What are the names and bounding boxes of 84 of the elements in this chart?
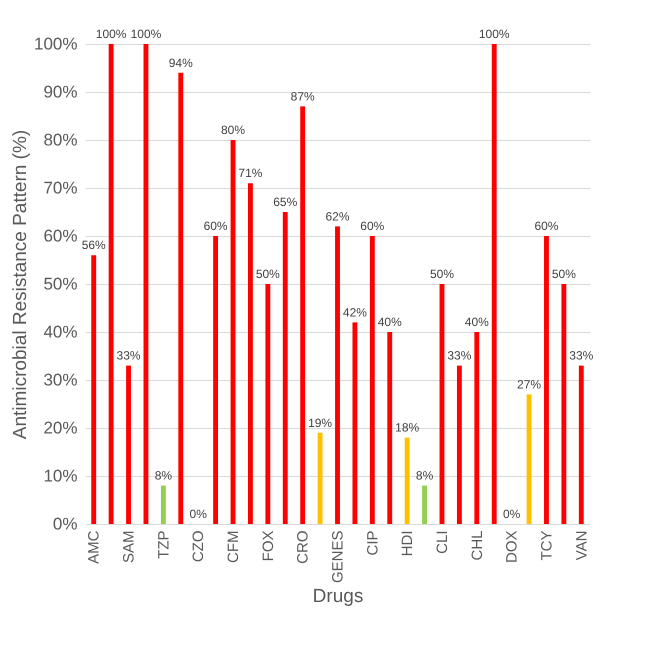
x-tick-label: SAM [120,530,138,564]
x-tick-label: FOX [260,530,277,562]
bar [335,226,340,524]
data-label: 19% [308,416,332,430]
y-tick-label: 90% [43,82,78,102]
y-tick-label: 20% [43,418,78,438]
bar [422,486,428,524]
bar [178,72,184,524]
x-tick-label: CRO [294,530,312,564]
bar [91,255,96,524]
data-label: 0% [502,507,521,521]
data-label: 33% [116,348,141,363]
bar [526,394,532,524]
x-tick-label: TCY [538,530,556,560]
bar [578,366,584,524]
x-axis-title: Drugs [312,586,364,608]
data-label: 65% [273,195,298,209]
data-label: 8% [154,468,172,483]
data-label: 60% [360,219,385,233]
bar [213,236,218,524]
y-tick-label: 30% [43,370,78,390]
y-tick-label: 70% [43,178,78,198]
bar [282,212,288,524]
bar [352,322,358,524]
data-label: 87% [290,89,316,104]
bar [404,438,410,524]
bar [440,284,444,524]
data-label: 60% [204,219,228,233]
data-label: 100% [96,27,127,41]
bar [108,44,114,524]
data-label: 33% [447,348,472,363]
bar [492,44,497,524]
bar [318,432,323,524]
y-tick-label: 100% [34,34,78,54]
data-label: 40% [378,315,402,329]
data-label: 56% [82,238,106,252]
bar [474,332,480,524]
y-tick-label: 80% [43,130,78,150]
data-label: 0% [190,507,208,521]
data-label: 50% [256,267,280,281]
x-tick-label: DOX [504,530,521,564]
data-label: 80% [221,123,246,137]
data-label: 40% [464,315,490,329]
data-label: 33% [569,348,594,363]
x-tick-label: AMC [86,530,103,564]
data-label: 60% [534,219,559,233]
data-label: 100% [478,27,510,41]
data-label: 62% [325,209,350,224]
bar [300,106,306,524]
bar [265,284,270,524]
y-tick-label: 50% [43,274,78,294]
data-label: 50% [552,267,576,281]
y-axis-title: Antimicrobial Resistance Pattern (%) [10,130,32,440]
x-tick-label: CLI [434,530,451,554]
y-tick-label: 10% [43,466,78,486]
y-tick-label: 60% [43,226,78,246]
y-tick-label: 0% [52,514,78,534]
bar [370,236,375,524]
bar [544,236,549,524]
bar [144,44,148,524]
bar [126,366,131,524]
x-tick-label: GENES [330,530,346,584]
bar [456,366,462,524]
x-tick-label: CZO [190,530,208,562]
x-tick-label: TZP [155,530,172,559]
data-label: 71% [238,166,263,180]
data-label: 27% [517,377,542,392]
bar [160,486,166,524]
x-tick-label: CIP [364,530,382,556]
data-label: 42% [342,305,368,320]
x-tick-label: CHL [468,530,486,561]
bar [230,140,236,524]
data-label: 100% [130,27,162,41]
bar [561,284,566,524]
data-label: 94% [168,56,194,70]
data-label: 18% [395,420,420,435]
x-tick-label: CFM [225,530,242,563]
data-label: 50% [430,267,454,281]
x-tick-label: HDI [399,530,416,556]
x-tick-label: VAN [573,530,590,560]
data-label: 8% [416,468,434,483]
y-tick-label: 40% [43,322,78,342]
bar [248,183,253,524]
bar [387,332,392,524]
